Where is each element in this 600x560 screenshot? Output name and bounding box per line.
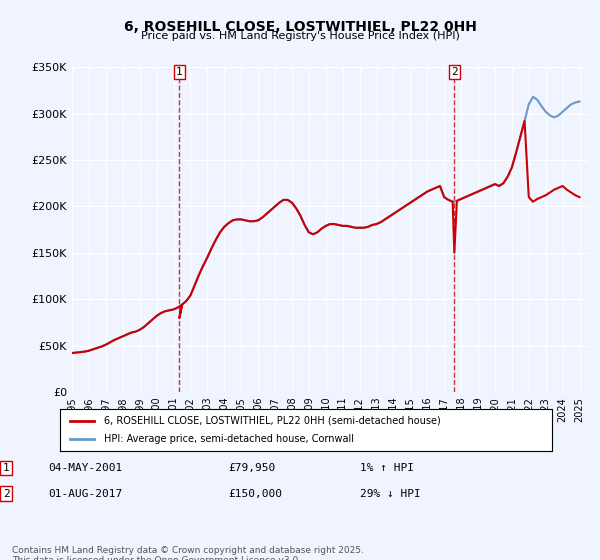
Text: 1% ↑ HPI: 1% ↑ HPI: [360, 463, 414, 473]
Text: 04-MAY-2001: 04-MAY-2001: [48, 463, 122, 473]
Text: 29% ↓ HPI: 29% ↓ HPI: [360, 489, 421, 498]
Text: 2: 2: [451, 67, 458, 77]
Text: 2: 2: [2, 489, 10, 498]
Text: 6, ROSEHILL CLOSE, LOSTWITHIEL, PL22 0HH (semi-detached house): 6, ROSEHILL CLOSE, LOSTWITHIEL, PL22 0HH…: [104, 416, 441, 426]
Text: HPI: Average price, semi-detached house, Cornwall: HPI: Average price, semi-detached house,…: [104, 434, 354, 444]
Text: Contains HM Land Registry data © Crown copyright and database right 2025.
This d: Contains HM Land Registry data © Crown c…: [12, 546, 364, 560]
Text: £79,950: £79,950: [228, 463, 275, 473]
Text: 1: 1: [176, 67, 183, 77]
Text: 6, ROSEHILL CLOSE, LOSTWITHIEL, PL22 0HH: 6, ROSEHILL CLOSE, LOSTWITHIEL, PL22 0HH: [124, 20, 476, 34]
Text: 1: 1: [2, 463, 10, 473]
Text: Price paid vs. HM Land Registry's House Price Index (HPI): Price paid vs. HM Land Registry's House …: [140, 31, 460, 41]
Text: 01-AUG-2017: 01-AUG-2017: [48, 489, 122, 498]
Text: £150,000: £150,000: [228, 489, 282, 498]
